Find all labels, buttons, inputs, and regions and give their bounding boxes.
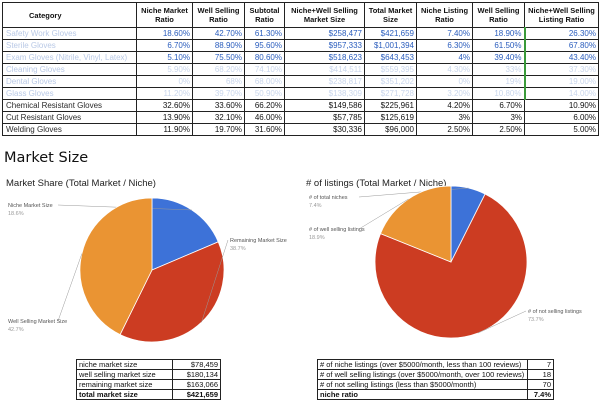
slice-label: Niche Market Size	[8, 203, 53, 209]
slice-label: # of not selling listings	[528, 309, 582, 315]
row-value: $421,659	[172, 389, 221, 400]
row-label: well selling market size	[76, 369, 173, 380]
leader-line	[358, 198, 409, 230]
table-row: # of well selling listings (over $5000/m…	[317, 369, 554, 380]
section-title: Market Size	[4, 150, 89, 166]
row-value: 18	[527, 369, 554, 380]
row-label: total market size	[76, 389, 173, 400]
slice-label: # of total niches	[309, 195, 348, 201]
header-subtotal-ratio: Subtotal Ratio	[244, 2, 285, 28]
slice-label: Well Selling Market Size	[8, 319, 67, 325]
leader-line	[57, 253, 83, 322]
header-niche-well-listing-ratio: Niche+Well Selling Listing Ratio	[524, 2, 599, 28]
pie-slice	[151, 197, 219, 271]
listings-table: # of niche listings (over $5000/month, l…	[317, 359, 554, 400]
chart-title-market-share: Market Share (Total Market / Niche)	[6, 178, 156, 189]
table-row: Cut Resistant Gloves 13.90% 32.10% 46.00% $5…	[2, 111, 599, 124]
value-cell: $96,000	[364, 123, 417, 136]
slice-label: # of well selling listings	[309, 227, 365, 233]
header-category: Category	[2, 2, 137, 28]
slice-label: Remaining Market Size	[230, 238, 287, 244]
table-row: Dental Gloves 0% 68% 68.00% $238,817 $351,202…	[2, 75, 599, 88]
row-label: # of well selling listings (over $5000/m…	[317, 369, 528, 380]
slice-percent: 73.7%	[528, 317, 544, 323]
value-cell: 5.00%	[524, 123, 599, 136]
header-niche-listing-ratio: Niche Listing Ratio	[416, 2, 473, 28]
pie-slice	[79, 197, 153, 336]
row-value: 7	[527, 359, 554, 370]
header-total-market-size: Total Market Size	[364, 2, 417, 28]
slice-percent: 38.7%	[230, 246, 246, 252]
slice-percent: 18.9%	[309, 235, 325, 241]
table-row: Cleaning Gloves 5.90% 68.20% 74.10% $414,511…	[2, 63, 599, 76]
table-row: niche market size $78,459	[76, 359, 221, 370]
category-table: Category Niche Market Ratio Well Selling…	[2, 2, 599, 136]
table-row: well selling market size $180,134	[76, 369, 221, 380]
table-row: # of not selling listings (less than $50…	[317, 379, 554, 390]
market-size-table: niche market size $78,459 well selling mar…	[76, 359, 221, 400]
chart-title-listings: # of listings (Total Market / Niche)	[306, 178, 447, 189]
row-value: 70	[527, 379, 554, 390]
table-row: Chemical Resistant Gloves 32.60% 33.60% 66.…	[2, 99, 599, 112]
table-row: total market size $421,659	[76, 389, 221, 400]
row-label: # of niche listings (over $5000/month, l…	[317, 359, 528, 370]
row-value: $180,134	[172, 369, 221, 380]
slice-percent: 7.4%	[309, 203, 322, 209]
row-label: remaining market size	[76, 379, 173, 390]
header-well-selling-ratio: Well Selling Ratio	[192, 2, 245, 28]
table-row: Welding Gloves 11.90% 19.70% 31.60% $30,336 $…	[2, 123, 599, 136]
row-label: niche market size	[76, 359, 173, 370]
pie-slice	[379, 185, 452, 263]
leader-line	[201, 239, 229, 323]
header-well-selling-listing-ratio: Well Selling Ratio	[472, 2, 525, 28]
table-row: # of niche listings (over $5000/month, l…	[317, 359, 554, 370]
header-niche-well-market-size: Niche+Well Selling Market Size	[284, 2, 365, 28]
table-header-row: Category Niche Market Ratio Well Selling…	[2, 2, 599, 28]
leader-line	[477, 310, 527, 334]
slice-percent: 18.6%	[8, 211, 24, 217]
table-row: Safety Work Gloves 18.60% 42.70% 61.30% $258…	[2, 27, 599, 40]
row-label: # of not selling listings (less than $50…	[317, 379, 528, 390]
row-value: $78,459	[172, 359, 221, 370]
table-row: remaining market size $163,066	[76, 379, 221, 390]
row-value: 7.4%	[527, 389, 554, 400]
row-value: $163,066	[172, 379, 221, 390]
table-row: niche ratio 7.4%	[317, 389, 554, 400]
row-label: niche ratio	[317, 389, 528, 400]
slice-percent: 42.7%	[8, 327, 24, 333]
value-cell: 2.50%	[416, 123, 473, 136]
